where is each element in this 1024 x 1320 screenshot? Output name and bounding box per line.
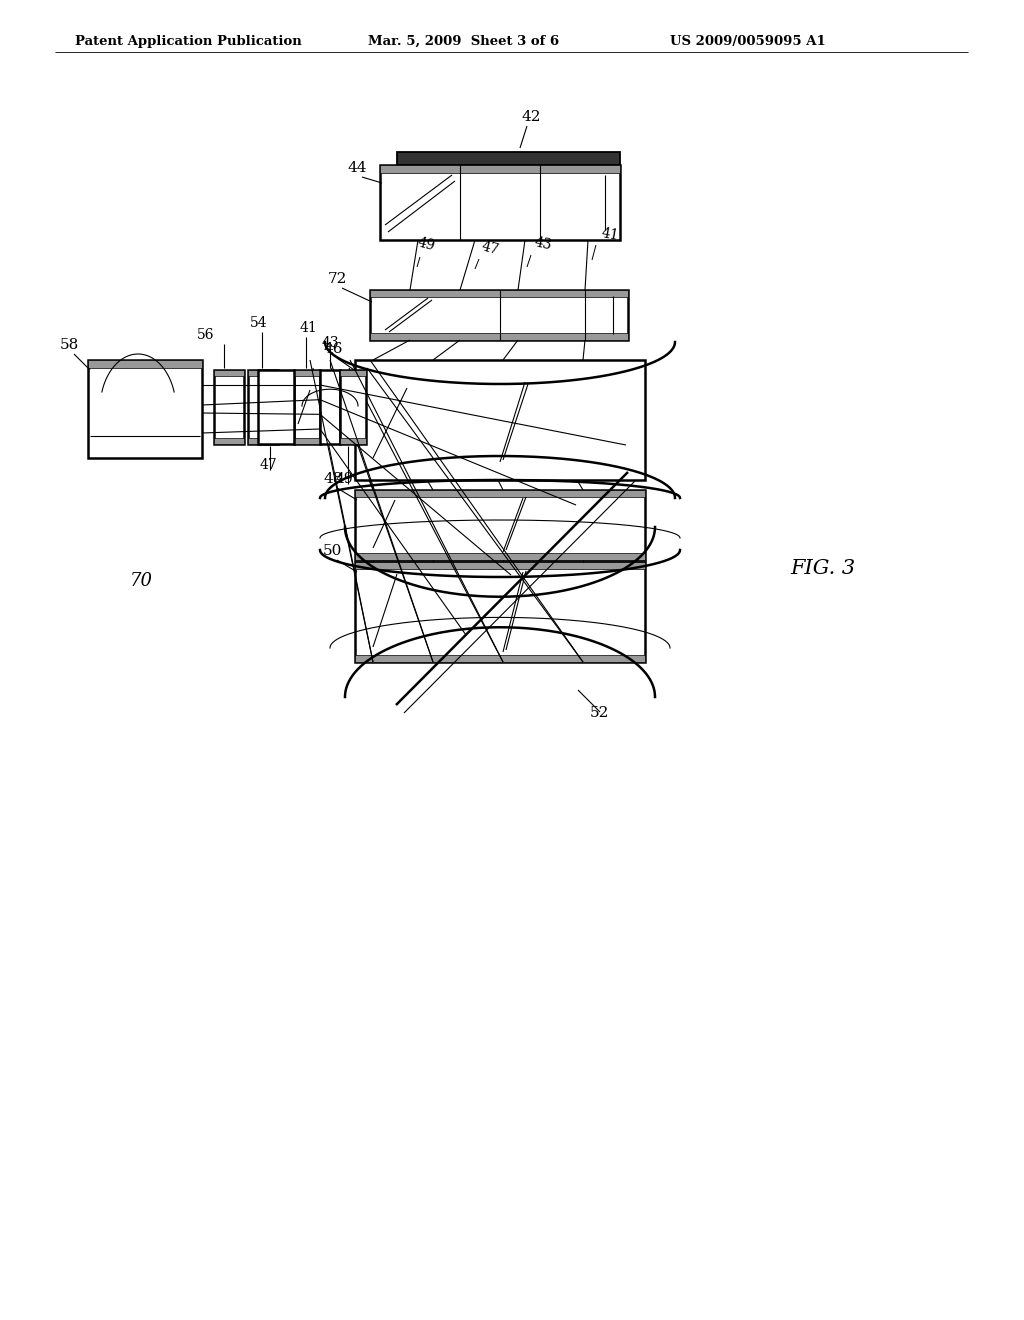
Text: Mar. 5, 2009  Sheet 3 of 6: Mar. 5, 2009 Sheet 3 of 6: [368, 36, 559, 48]
Text: 70: 70: [130, 572, 153, 590]
Text: 44: 44: [348, 161, 368, 176]
Text: 58: 58: [60, 338, 79, 352]
Text: 49: 49: [336, 473, 353, 486]
Bar: [355, 360, 645, 480]
Text: 54: 54: [250, 315, 267, 330]
Bar: [214, 438, 244, 444]
Text: 48: 48: [323, 473, 342, 486]
Text: 47: 47: [260, 458, 278, 473]
Text: 56: 56: [198, 327, 215, 342]
Bar: [88, 360, 202, 458]
Text: US 2009/0059095 A1: US 2009/0059095 A1: [670, 36, 825, 48]
Text: 41: 41: [600, 226, 620, 243]
Bar: [248, 370, 278, 376]
Bar: [294, 438, 319, 444]
Text: FIG. 3: FIG. 3: [790, 558, 855, 578]
Bar: [355, 655, 645, 663]
Bar: [214, 370, 244, 376]
Text: 47: 47: [480, 239, 501, 257]
Bar: [214, 370, 244, 444]
Text: 46: 46: [323, 342, 342, 356]
Bar: [380, 165, 620, 240]
Text: 72: 72: [328, 272, 347, 286]
Bar: [340, 370, 366, 444]
Text: 42: 42: [521, 110, 541, 124]
Bar: [258, 370, 294, 444]
Bar: [355, 562, 645, 569]
Text: 43: 43: [534, 236, 553, 253]
Bar: [355, 553, 645, 560]
Bar: [88, 360, 202, 368]
Bar: [340, 370, 366, 376]
Bar: [319, 370, 340, 444]
Bar: [397, 152, 620, 165]
Bar: [370, 290, 628, 341]
Text: 41: 41: [300, 321, 317, 335]
Text: 50: 50: [323, 544, 342, 558]
Text: 49: 49: [416, 235, 436, 253]
Bar: [355, 490, 645, 560]
Bar: [294, 370, 319, 376]
Text: 52: 52: [590, 706, 609, 719]
Bar: [248, 438, 278, 444]
Bar: [355, 490, 645, 498]
Bar: [248, 370, 278, 444]
Bar: [370, 290, 628, 297]
Bar: [355, 562, 645, 663]
Bar: [370, 333, 628, 341]
Bar: [294, 370, 319, 444]
Text: Patent Application Publication: Patent Application Publication: [75, 36, 302, 48]
Bar: [380, 165, 620, 173]
Bar: [340, 438, 366, 444]
Text: 43: 43: [322, 337, 340, 350]
